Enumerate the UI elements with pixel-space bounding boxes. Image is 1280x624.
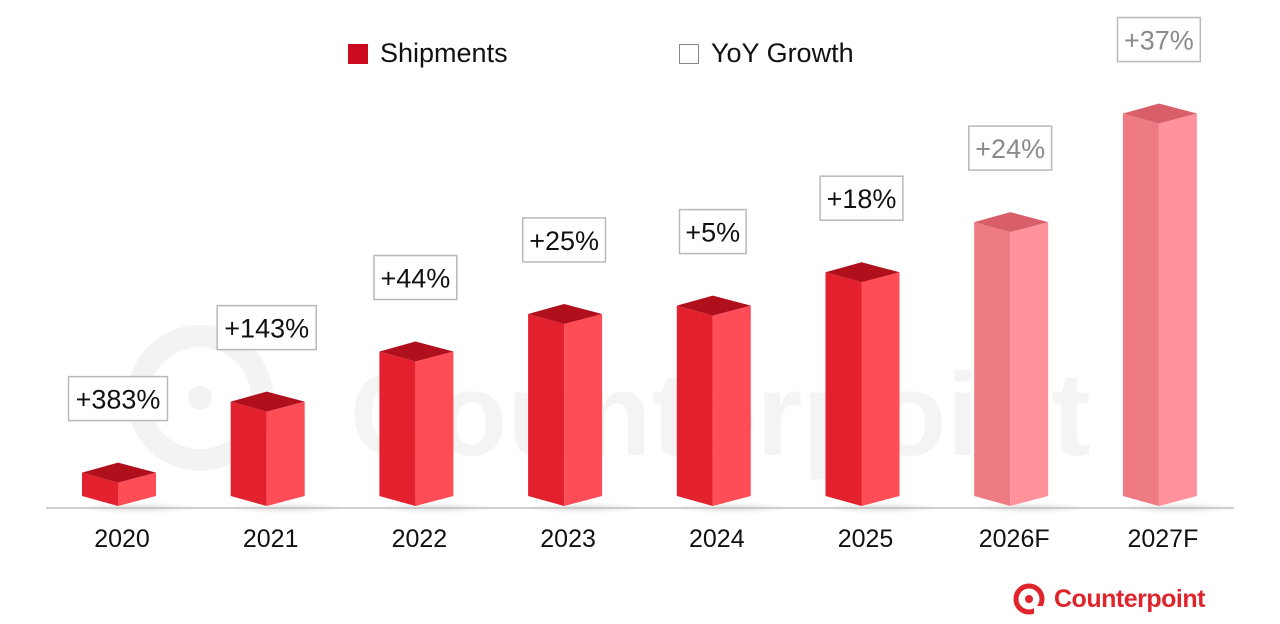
growth-label-text: +383%	[76, 385, 161, 415]
bar-front-face	[1122, 113, 1159, 507]
bar-top-face	[676, 295, 751, 316]
brand-logo: Counterpoint	[1012, 582, 1205, 616]
growth-label: +143%	[216, 304, 317, 351]
growth-label: +24%	[968, 125, 1053, 171]
growth-label-text: +18%	[827, 184, 897, 214]
growth-label-text: +24%	[975, 134, 1045, 164]
bar-side-face	[266, 401, 305, 506]
bar-front-face	[230, 401, 267, 506]
bar-front-face	[825, 272, 862, 506]
bar-side-face	[712, 305, 751, 506]
x-tick-labels: 2020 2021 2022 2023 2024 2025 2026F 2027F	[94, 525, 1198, 553]
growth-label-box	[67, 375, 169, 422]
bar-front-face	[379, 351, 416, 506]
brand-name: Counterpoint	[1054, 584, 1205, 613]
bar	[226, 391, 347, 514]
bar-side-face	[415, 351, 454, 506]
bar	[78, 462, 198, 514]
bar-top-face	[974, 212, 1049, 233]
bar-top-face	[379, 341, 454, 362]
legend-growth-label: YoY Growth	[711, 38, 854, 68]
x-tick-label: 2023	[540, 525, 596, 553]
bar	[1118, 103, 1239, 514]
bar-side-face	[118, 472, 156, 506]
bar-top-face	[528, 303, 603, 324]
x-tick-label: 2025	[838, 525, 894, 553]
bar-side-face	[564, 313, 603, 506]
x-tick-label: 2021	[243, 525, 299, 553]
bar-side-face	[1158, 113, 1197, 507]
growth-label-box	[521, 217, 607, 263]
growth-label-text: +5%	[685, 218, 740, 248]
bar	[524, 303, 645, 514]
bar	[821, 262, 942, 514]
legend-growth: YoY Growth	[679, 38, 854, 69]
bar	[970, 212, 1091, 514]
bar-front-face	[974, 222, 1011, 506]
legend-shipments-swatch	[348, 43, 368, 64]
growth-label-text: +44%	[380, 264, 450, 294]
bar-top-face	[230, 391, 305, 412]
growth-label-text: +25%	[529, 226, 599, 256]
growth-label-box	[678, 208, 747, 255]
growth-label: +44%	[373, 254, 458, 301]
bar-front-face	[82, 472, 118, 506]
bar-top-face	[82, 462, 156, 483]
x-tick-label: 2020	[94, 525, 150, 553]
x-tick-label: 2027F	[1127, 525, 1198, 553]
growth-label: +383%	[67, 375, 169, 422]
growth-label: +18%	[819, 175, 904, 221]
bar-side-face	[861, 272, 900, 506]
growth-label-box	[968, 125, 1053, 171]
bar-front-face	[528, 313, 565, 506]
bar-top-face	[825, 262, 900, 283]
growth-label-box	[1116, 16, 1202, 63]
growth-label-text: +37%	[1124, 26, 1194, 56]
x-tick-label: 2024	[689, 525, 745, 553]
bar-top-face	[1122, 103, 1197, 124]
legend-shipments-label: Shipments	[380, 38, 508, 68]
growth-label-box	[819, 175, 904, 221]
growth-label-text: +143%	[224, 314, 309, 344]
bar-front-face	[676, 305, 713, 506]
growth-labels: +383% +143% +44% +25% +5% +18% +24% +37%	[67, 16, 1202, 422]
counterpoint-logo-icon	[1013, 583, 1045, 615]
x-tick-label: 2026F	[979, 525, 1050, 553]
growth-label: +5%	[678, 208, 747, 255]
growth-label: +25%	[521, 217, 607, 263]
bars-group	[78, 103, 1239, 514]
bar-side-face	[1010, 222, 1049, 506]
legend-shipments: Shipments	[348, 38, 508, 69]
growth-label-box	[373, 254, 458, 301]
growth-label: +37%	[1116, 16, 1202, 63]
legend-growth-swatch	[679, 43, 699, 64]
x-tick-label: 2022	[392, 525, 448, 553]
growth-label-box	[216, 304, 317, 351]
